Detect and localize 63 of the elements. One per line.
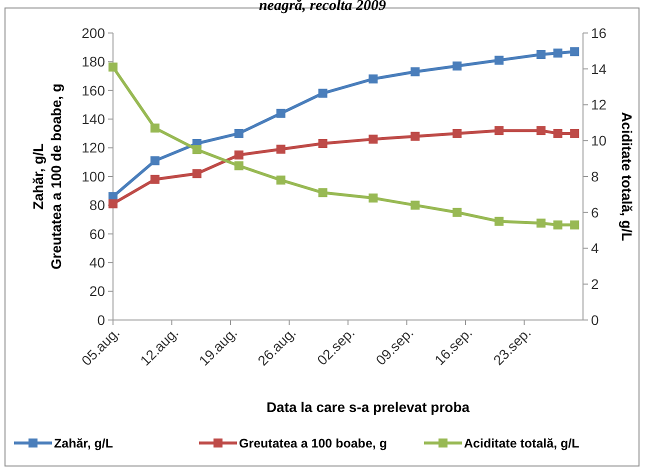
point bbox=[318, 138, 328, 148]
y2-tick-label: 2 bbox=[591, 276, 599, 292]
point bbox=[536, 50, 546, 60]
point bbox=[570, 47, 580, 56]
y2-tick-label: 16 bbox=[591, 24, 607, 41]
point bbox=[150, 124, 160, 133]
y2-tick-label: 8 bbox=[591, 168, 599, 184]
point bbox=[494, 56, 504, 65]
y2-tick-label: 6 bbox=[591, 204, 599, 220]
point bbox=[494, 216, 504, 226]
point bbox=[234, 161, 244, 170]
point bbox=[368, 134, 378, 144]
y-tick-label: 120 bbox=[82, 140, 106, 156]
y-tick-label: 200 bbox=[82, 24, 106, 41]
legend-label: Greutatea a 100 boabe, g bbox=[239, 436, 387, 450]
point bbox=[108, 199, 118, 208]
point bbox=[150, 156, 160, 166]
y-tick-label: 160 bbox=[82, 82, 106, 98]
x-axis-title: Data la care s-a prelevat proba bbox=[266, 399, 470, 415]
y-tick-label: 40 bbox=[89, 254, 106, 270]
point bbox=[410, 200, 420, 210]
point bbox=[570, 220, 580, 230]
point bbox=[553, 48, 562, 58]
y-tick-label: 80 bbox=[89, 197, 106, 214]
point bbox=[553, 128, 562, 138]
y2-tick-label: 10 bbox=[591, 132, 607, 149]
y2-axis-title: Aciditate totală, g/L bbox=[619, 112, 635, 242]
y-tick-label: 180 bbox=[82, 54, 106, 70]
legend-label: Aciditate totală, g/L bbox=[464, 436, 580, 450]
point bbox=[108, 62, 118, 72]
point bbox=[410, 132, 420, 141]
point bbox=[494, 126, 504, 136]
y2-tick-label: 4 bbox=[591, 240, 599, 256]
y2-tick-label: 12 bbox=[591, 96, 607, 113]
point bbox=[368, 74, 378, 84]
y-tick-label: 20 bbox=[89, 283, 106, 300]
legend-label: Zahăr, g/L bbox=[54, 436, 114, 450]
point bbox=[368, 194, 378, 203]
point bbox=[536, 218, 546, 228]
point bbox=[410, 67, 420, 76]
y-tick-label: 100 bbox=[82, 168, 106, 184]
point bbox=[234, 128, 244, 138]
point bbox=[150, 174, 160, 184]
point bbox=[452, 128, 462, 138]
point bbox=[276, 144, 286, 154]
point bbox=[192, 145, 202, 154]
point bbox=[452, 208, 462, 217]
y2-tick-label: 14 bbox=[591, 60, 607, 77]
point bbox=[276, 108, 286, 118]
point bbox=[234, 150, 244, 160]
point bbox=[276, 176, 286, 185]
point bbox=[553, 220, 562, 230]
y-tick-label: 0 bbox=[97, 312, 106, 328]
point bbox=[452, 62, 462, 71]
point bbox=[192, 169, 202, 178]
point bbox=[318, 88, 328, 98]
point bbox=[570, 128, 580, 138]
y-axis-title: Zahăr, g/L Greutatea a 100 de boabe, g bbox=[30, 84, 64, 270]
y-tick-label: 140 bbox=[82, 111, 106, 127]
point bbox=[536, 126, 546, 136]
point bbox=[318, 188, 328, 198]
y2-tick-label: 0 bbox=[591, 312, 599, 328]
y-tick-label: 60 bbox=[89, 226, 106, 242]
